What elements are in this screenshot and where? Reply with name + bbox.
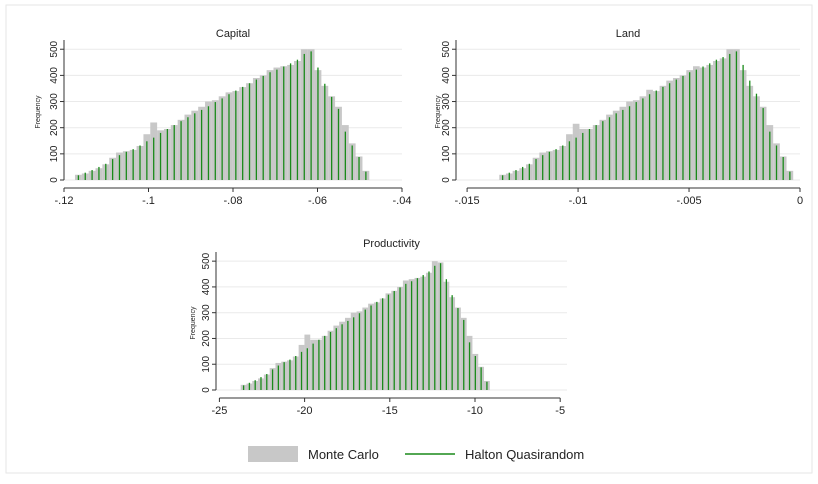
y-tick-label: 400: [201, 278, 212, 295]
y-tick-label: 200: [201, 330, 212, 347]
x-tick-label: -5: [555, 405, 565, 417]
y-tick-label: 400: [441, 67, 452, 84]
x-tick-label: 0: [797, 195, 803, 207]
panel-title: Productivity: [363, 238, 420, 250]
y-tick-label: 400: [49, 67, 60, 84]
x-tick-label: -10: [467, 405, 483, 417]
x-tick-label: -.005: [676, 195, 701, 207]
x-tick-label: -.08: [224, 195, 243, 207]
y-tick-label: 200: [441, 119, 452, 136]
y-tick-label: 300: [441, 93, 452, 110]
panel-capital: Capital 0 100 200 300 400 500 Frequency -.12 -.1 -…: [35, 28, 411, 207]
panel-title: Land: [616, 28, 640, 40]
x-tick-label: -25: [211, 405, 227, 417]
y-tick-label: 100: [49, 145, 60, 162]
y-tick-label: 500: [441, 40, 452, 57]
x-tick-label: -20: [297, 405, 313, 417]
legend: Monte Carlo Halton Quasirandom: [248, 446, 584, 462]
panel-land: Land 0 100 200 300 400 500 Frequency -.015 -.01 -.…: [435, 28, 803, 207]
x-tick-label: -.01: [569, 195, 588, 207]
legend-halton-label: Halton Quasirandom: [465, 447, 584, 462]
y-tick-label: 500: [49, 40, 60, 57]
panel-productivity: Productivity 0 100 200 300 400 500 Frequency -25…: [190, 238, 567, 417]
y-tick-label: 100: [441, 145, 452, 162]
x-tick-label: -.1: [142, 195, 155, 207]
y-tick-label: 0: [441, 177, 452, 183]
y-tick-label: 500: [201, 252, 212, 269]
x-tick-label: -15: [382, 405, 398, 417]
y-tick-label: 100: [201, 355, 212, 372]
y-tick-label: 300: [49, 93, 60, 110]
y-tick-label: 200: [49, 119, 60, 136]
legend-monte-carlo-swatch: [248, 446, 298, 462]
y-tick-label: 0: [201, 387, 212, 393]
panel-title: Capital: [216, 28, 250, 40]
y-tick-label: 300: [201, 304, 212, 321]
figure-frame: [5, 4, 813, 474]
y-axis-label: Frequency: [435, 95, 442, 129]
x-tick-label: -.12: [55, 195, 74, 207]
y-tick-label: 0: [49, 177, 60, 183]
x-tick-label: -.04: [393, 195, 412, 207]
x-tick-label: -.015: [455, 195, 480, 207]
x-tick-label: -.06: [308, 195, 327, 207]
y-axis-label: Frequency: [190, 306, 197, 340]
y-axis-label: Frequency: [35, 95, 42, 129]
legend-monte-carlo-label: Monte Carlo: [308, 447, 379, 462]
panels: Capital 0 100 200 300 400 500 Frequency -.12 -.1 -…: [35, 28, 803, 417]
